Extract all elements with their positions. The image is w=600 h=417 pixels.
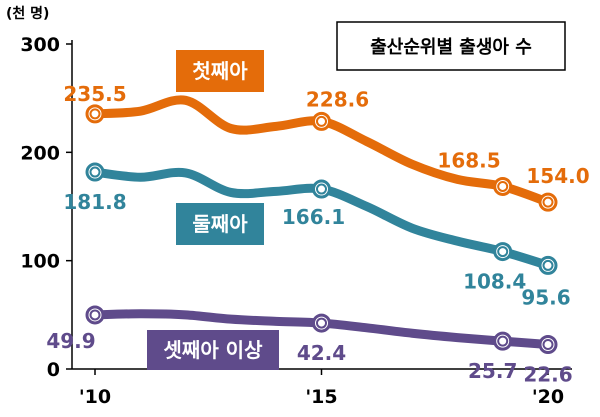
series-markers: [85, 104, 558, 355]
data-label: 42.4: [297, 341, 346, 365]
series-name-label: 둘째아: [192, 212, 248, 236]
data-label: 49.9: [46, 329, 95, 353]
y-tick-label: 300: [20, 34, 60, 56]
data-label: 25.7: [468, 359, 517, 383]
chart-title-frame: [336, 21, 566, 71]
x-tick-label: '10: [79, 386, 111, 408]
data-point-marker-inner: [89, 108, 101, 120]
x-tick-label: '15: [305, 386, 337, 408]
y-tick-label: 200: [20, 142, 60, 164]
y-axis: 0 100 200 300: [20, 34, 73, 381]
data-label: 108.4: [463, 270, 526, 294]
data-point-marker-inner: [542, 259, 554, 271]
data-point-marker-inner: [89, 309, 101, 321]
chart-title-box: 출산순위별 출생아 수: [336, 21, 566, 71]
data-label: 181.8: [63, 190, 126, 214]
data-point-marker-inner: [542, 339, 554, 351]
data-label: 95.6: [521, 285, 570, 309]
data-label: 154.0: [526, 164, 589, 188]
series-name-box: [176, 50, 264, 92]
data-point-marker-inner: [497, 246, 509, 258]
data-point-marker-inner: [316, 115, 327, 127]
data-point-marker-inner: [316, 317, 327, 329]
data-point-marker-inner: [497, 180, 509, 192]
data-labels: 235.5 228.6 168.5 154.0 181.8 166.1 108.495.6 4…: [46, 82, 589, 387]
data-point-marker-inner: [542, 196, 554, 208]
series-name-label: 첫째아: [192, 59, 248, 83]
y-tick-label: 100: [20, 251, 60, 273]
data-point-marker-inner: [497, 335, 509, 347]
data-point-marker-inner: [89, 166, 101, 178]
data-label: 22.6: [523, 363, 572, 387]
data-point-marker-inner: [316, 183, 327, 195]
data-label: 166.1: [282, 205, 345, 229]
series-name-box: [147, 330, 279, 370]
series-name-label: 셋째아 이상: [164, 338, 264, 362]
data-label: 228.6: [306, 87, 369, 111]
unit-label: (천 명): [6, 5, 49, 22]
data-label: 235.5: [63, 82, 126, 106]
chart-title: 출산순위별 출생아 수: [370, 37, 532, 58]
y-tick-label: 0: [47, 359, 60, 381]
x-tick-label: '20: [532, 386, 564, 408]
series-name-box: [176, 203, 264, 245]
data-label: 168.5: [437, 148, 500, 172]
